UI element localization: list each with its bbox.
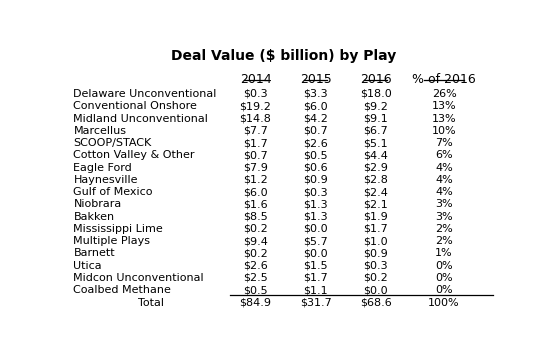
Text: $0.7: $0.7 xyxy=(303,126,328,136)
Text: 100%: 100% xyxy=(429,298,460,307)
Text: Gulf of Mexico: Gulf of Mexico xyxy=(74,187,153,197)
Text: % of 2016: % of 2016 xyxy=(412,73,476,86)
Text: $0.3: $0.3 xyxy=(363,261,388,271)
Text: $5.7: $5.7 xyxy=(303,236,328,246)
Text: $3.3: $3.3 xyxy=(303,89,328,99)
Text: Deal Value ($ billion) by Play: Deal Value ($ billion) by Play xyxy=(171,48,396,62)
Text: $6.0: $6.0 xyxy=(303,101,328,111)
Text: $0.5: $0.5 xyxy=(303,150,328,160)
Text: 3%: 3% xyxy=(435,199,453,210)
Text: Midland Unconventional: Midland Unconventional xyxy=(74,114,208,123)
Text: Delaware Unconventional: Delaware Unconventional xyxy=(74,89,217,99)
Text: SCOOP/STACK: SCOOP/STACK xyxy=(74,138,152,148)
Text: $0.6: $0.6 xyxy=(303,163,328,173)
Text: 1%: 1% xyxy=(435,248,453,258)
Text: $0.0: $0.0 xyxy=(303,224,328,234)
Text: $19.2: $19.2 xyxy=(239,101,272,111)
Text: 4%: 4% xyxy=(435,163,453,173)
Text: Midcon Unconventional: Midcon Unconventional xyxy=(74,273,204,283)
Text: Utica: Utica xyxy=(74,261,102,271)
Text: $1.7: $1.7 xyxy=(303,273,328,283)
Text: $84.9: $84.9 xyxy=(239,298,272,307)
Text: Conventional Onshore: Conventional Onshore xyxy=(74,101,197,111)
Text: $7.7: $7.7 xyxy=(243,126,268,136)
Text: $7.9: $7.9 xyxy=(243,163,268,173)
Text: $8.5: $8.5 xyxy=(243,212,268,222)
Text: $9.2: $9.2 xyxy=(363,101,388,111)
Text: 2014: 2014 xyxy=(240,73,272,86)
Text: $0.2: $0.2 xyxy=(243,224,268,234)
Text: $2.4: $2.4 xyxy=(363,187,388,197)
Text: Haynesville: Haynesville xyxy=(74,175,138,185)
Text: $2.6: $2.6 xyxy=(243,261,268,271)
Text: $1.6: $1.6 xyxy=(243,199,268,210)
Text: 10%: 10% xyxy=(432,126,456,136)
Text: $1.5: $1.5 xyxy=(303,261,328,271)
Text: 13%: 13% xyxy=(432,114,456,123)
Text: Bakken: Bakken xyxy=(74,212,114,222)
Text: $1.7: $1.7 xyxy=(243,138,268,148)
Text: $0.5: $0.5 xyxy=(243,285,268,295)
Text: 0%: 0% xyxy=(435,285,453,295)
Text: 6%: 6% xyxy=(435,150,453,160)
Text: 2016: 2016 xyxy=(360,73,392,86)
Text: $68.6: $68.6 xyxy=(359,298,392,307)
Text: $0.3: $0.3 xyxy=(303,187,328,197)
Text: $14.8: $14.8 xyxy=(239,114,272,123)
Text: $2.1: $2.1 xyxy=(363,199,388,210)
Text: $0.2: $0.2 xyxy=(363,273,388,283)
Text: $1.9: $1.9 xyxy=(363,212,388,222)
Text: 4%: 4% xyxy=(435,175,453,185)
Text: $0.3: $0.3 xyxy=(243,89,268,99)
Text: $0.2: $0.2 xyxy=(243,248,268,258)
Text: Niobrara: Niobrara xyxy=(74,199,122,210)
Text: 0%: 0% xyxy=(435,273,453,283)
Text: $2.8: $2.8 xyxy=(363,175,388,185)
Text: 2%: 2% xyxy=(435,224,453,234)
Text: $18.0: $18.0 xyxy=(359,89,392,99)
Text: $9.1: $9.1 xyxy=(363,114,388,123)
Text: Mississippi Lime: Mississippi Lime xyxy=(74,224,163,234)
Text: $1.0: $1.0 xyxy=(363,236,388,246)
Text: $0.9: $0.9 xyxy=(363,248,388,258)
Text: Total: Total xyxy=(138,298,164,307)
Text: $1.7: $1.7 xyxy=(363,224,388,234)
Text: $0.7: $0.7 xyxy=(243,150,268,160)
Text: Barnett: Barnett xyxy=(74,248,115,258)
Text: 7%: 7% xyxy=(435,138,453,148)
Text: $4.2: $4.2 xyxy=(303,114,328,123)
Text: Marcellus: Marcellus xyxy=(74,126,127,136)
Text: $0.0: $0.0 xyxy=(303,248,328,258)
Text: $0.0: $0.0 xyxy=(363,285,388,295)
Text: $2.5: $2.5 xyxy=(243,273,268,283)
Text: Multiple Plays: Multiple Plays xyxy=(74,236,150,246)
Text: $4.4: $4.4 xyxy=(363,150,388,160)
Text: $9.4: $9.4 xyxy=(243,236,268,246)
Text: 26%: 26% xyxy=(432,89,457,99)
Text: Cotton Valley & Other: Cotton Valley & Other xyxy=(74,150,195,160)
Text: 4%: 4% xyxy=(435,187,453,197)
Text: 0%: 0% xyxy=(435,261,453,271)
Text: $1.3: $1.3 xyxy=(303,212,328,222)
Text: 13%: 13% xyxy=(432,101,456,111)
Text: $6.7: $6.7 xyxy=(363,126,388,136)
Text: Coalbed Methane: Coalbed Methane xyxy=(74,285,171,295)
Text: $6.0: $6.0 xyxy=(243,187,268,197)
Text: $2.6: $2.6 xyxy=(303,138,328,148)
Text: 2%: 2% xyxy=(435,236,453,246)
Text: $0.9: $0.9 xyxy=(303,175,328,185)
Text: $2.9: $2.9 xyxy=(363,163,388,173)
Text: Eagle Ford: Eagle Ford xyxy=(74,163,132,173)
Text: $1.2: $1.2 xyxy=(243,175,268,185)
Text: 3%: 3% xyxy=(435,212,453,222)
Text: $1.3: $1.3 xyxy=(303,199,328,210)
Text: $31.7: $31.7 xyxy=(300,298,331,307)
Text: 2015: 2015 xyxy=(300,73,331,86)
Text: $5.1: $5.1 xyxy=(363,138,388,148)
Text: $1.1: $1.1 xyxy=(303,285,328,295)
